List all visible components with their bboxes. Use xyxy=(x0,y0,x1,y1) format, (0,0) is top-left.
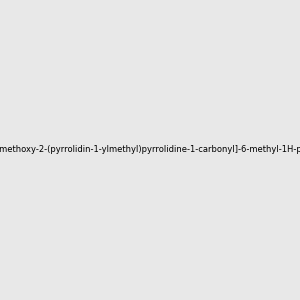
Text: 3-[(2S,4S)-4-methoxy-2-(pyrrolidin-1-ylmethyl)pyrrolidine-1-carbonyl]-6-methyl-1: 3-[(2S,4S)-4-methoxy-2-(pyrrolidin-1-ylm… xyxy=(0,146,300,154)
